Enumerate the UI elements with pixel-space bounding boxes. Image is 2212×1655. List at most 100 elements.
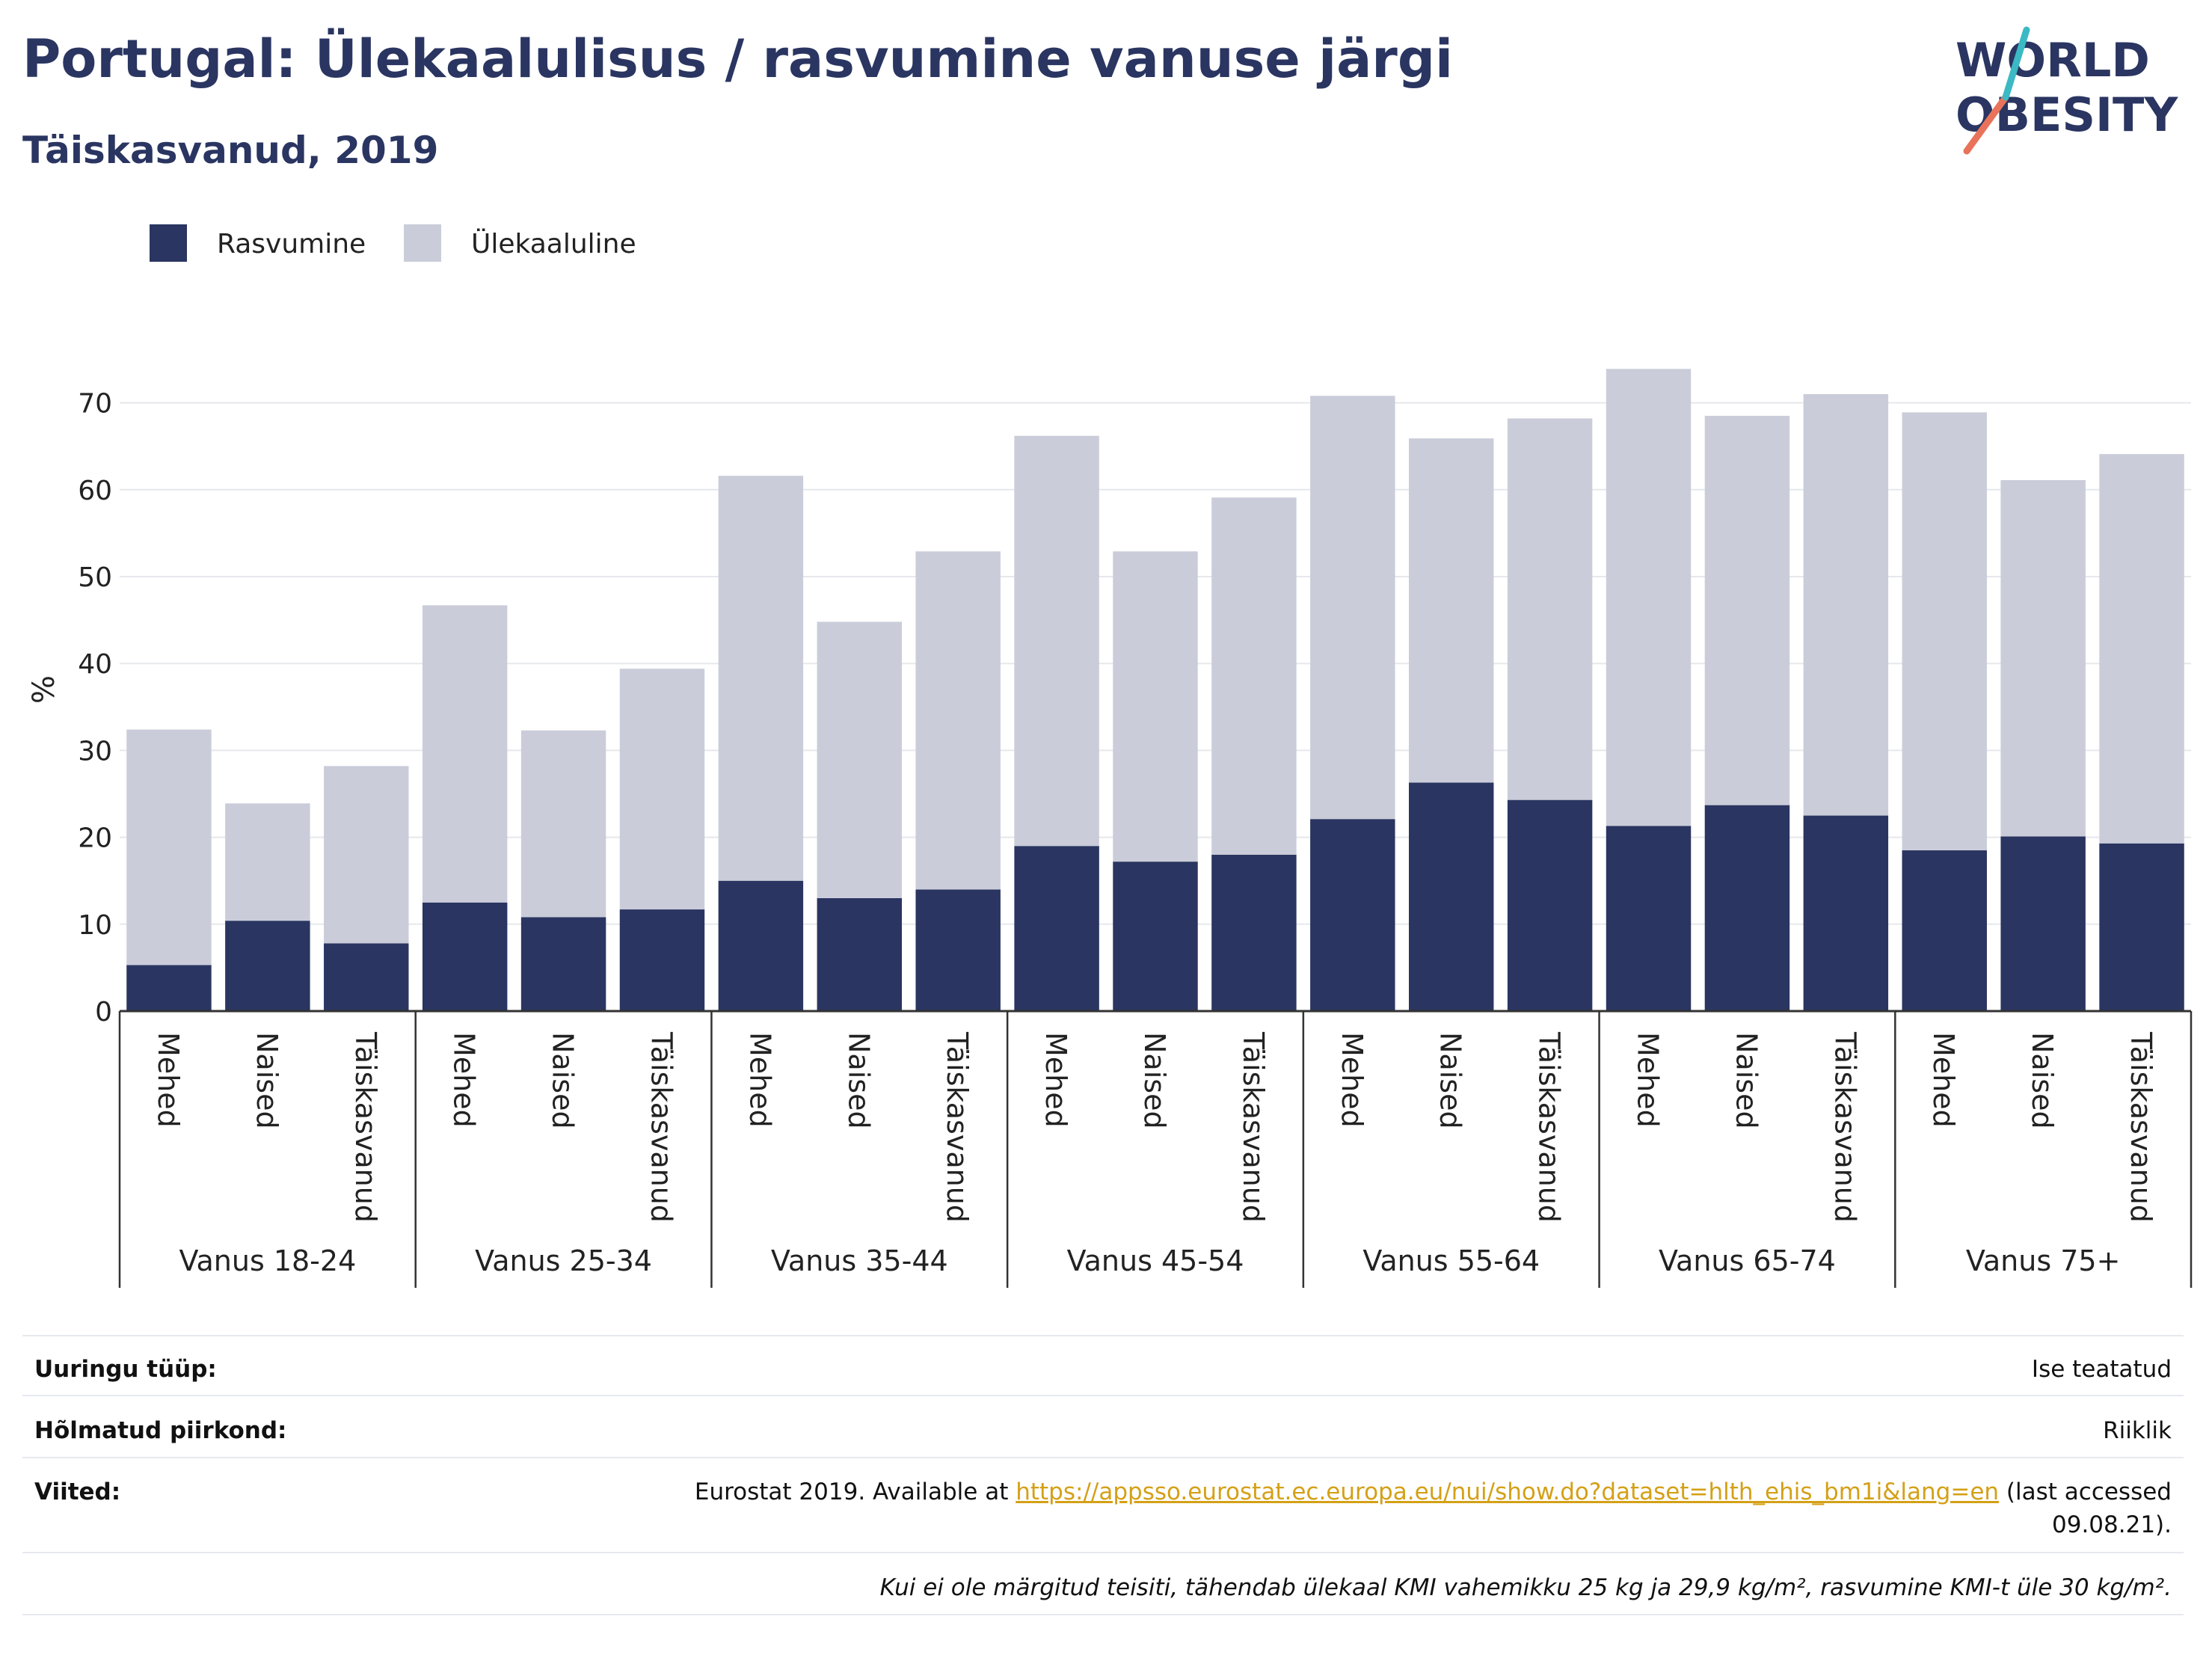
legend-swatch <box>150 224 187 262</box>
x-subcategory-label: Mehed <box>1632 1032 1665 1128</box>
x-subcategory-label: Täiskasvanud <box>1828 1031 1861 1223</box>
region-label: Hõlmatud piirkond: <box>34 1417 287 1444</box>
x-subcategory-label: Täiskasvanud <box>1237 1031 1270 1223</box>
x-subcategory-label: Naised <box>251 1032 283 1129</box>
x-group-label: Vanus 65-74 <box>1659 1244 1836 1277</box>
bar-rasvumine <box>718 880 804 1011</box>
survey-type-label: Uuringu tüüp: <box>34 1356 217 1383</box>
x-subcategory-label: Täiskasvanud <box>941 1031 974 1223</box>
y-tick-label: 30 <box>78 736 112 767</box>
bar-rasvumine <box>1606 826 1692 1011</box>
divider <box>22 1457 2184 1458</box>
divider <box>22 1614 2184 1615</box>
x-subcategory-label: Mehed <box>1039 1032 1072 1128</box>
bar-ulekaaluline <box>422 605 508 903</box>
x-subcategory-label: Naised <box>1434 1032 1467 1129</box>
x-subcategory-label: Täiskasvanud <box>349 1031 382 1223</box>
y-tick-label: 60 <box>78 476 112 506</box>
x-group-label: Vanus 18-24 <box>179 1244 356 1277</box>
bar-ulekaaluline <box>1606 369 1692 826</box>
bar-ulekaaluline <box>1704 416 1790 805</box>
definition-note: Kui ei ole märgitud teisiti, tähendab ül… <box>879 1574 2172 1601</box>
references-date: 09.08.21). <box>2052 1511 2172 1538</box>
bar-ulekaaluline <box>1803 393 1889 816</box>
bar-rasvumine <box>1704 805 1790 1011</box>
x-subcategory-label: Täiskasvanud <box>1533 1031 1566 1223</box>
divider <box>22 1395 2184 1396</box>
x-subcategory-label: Täiskasvanud <box>2125 1031 2157 1223</box>
bar-rasvumine <box>1014 846 1099 1011</box>
bar-ulekaaluline <box>915 551 1001 890</box>
bar-rasvumine <box>1113 862 1198 1011</box>
legend-swatch <box>404 224 441 262</box>
x-subcategory-label: Mehed <box>1336 1032 1368 1128</box>
bar-ulekaaluline <box>619 669 705 910</box>
references-suffix: (last accessed <box>1999 1479 2172 1505</box>
bar-ulekaaluline <box>324 766 409 944</box>
x-group-label: Vanus 45-54 <box>1067 1244 1244 1277</box>
bar-rasvumine <box>915 889 1001 1011</box>
bar-ulekaaluline <box>1014 435 1099 847</box>
svg-text:WORLD: WORLD <box>1956 33 2150 87</box>
y-tick-label: 20 <box>78 823 112 854</box>
bar-rasvumine <box>422 902 508 1011</box>
y-tick-label: 0 <box>95 997 112 1028</box>
y-tick-label: 40 <box>78 649 112 680</box>
x-subcategory-label: Täiskasvanud <box>645 1031 678 1223</box>
legend-label: Rasvumine <box>217 229 366 260</box>
x-subcategory-label: Mehed <box>1927 1032 1960 1128</box>
bar-rasvumine <box>324 943 409 1011</box>
references-value: Eurostat 2019. Available at https://apps… <box>695 1479 2172 1505</box>
x-group-label: Vanus 25-34 <box>475 1244 652 1277</box>
x-subcategory-label: Mehed <box>448 1032 481 1128</box>
x-subcategory-label: Naised <box>1730 1032 1763 1129</box>
bar-ulekaaluline <box>2000 480 2086 837</box>
bar-rasvumine <box>2099 843 2184 1011</box>
bar-ulekaaluline <box>126 729 212 965</box>
x-group-label: Vanus 35-44 <box>771 1244 948 1277</box>
y-tick-label: 50 <box>78 562 112 593</box>
bar-rasvumine <box>520 917 606 1011</box>
references-label: Viited: <box>34 1479 121 1505</box>
stacked-bar-chart: Rasvumine Ülekaaluline 0 10 20 30 40 50 60 70% Meh… <box>27 224 2193 1288</box>
bar-rasvumine <box>1507 799 1593 1011</box>
bar-rasvumine <box>1310 819 1395 1011</box>
references-link[interactable]: https://appsso.eurostat.ec.europa.eu/nui… <box>1016 1479 2000 1505</box>
references-prefix: Eurostat 2019. Available at <box>694 1479 1016 1505</box>
x-group-label: Vanus 55-64 <box>1362 1244 1540 1277</box>
bar-ulekaaluline <box>2099 454 2184 844</box>
legend: Rasvumine Ülekaaluline <box>150 224 636 262</box>
survey-type-value: Ise teatatud <box>2031 1356 2172 1383</box>
x-subcategory-label: Mehed <box>743 1032 776 1128</box>
bar-ulekaaluline <box>1408 438 1494 783</box>
bar-ulekaaluline <box>520 730 606 918</box>
bar-ulekaaluline <box>718 476 804 881</box>
bar-rasvumine <box>1211 854 1297 1011</box>
bar-rasvumine <box>1902 850 1987 1011</box>
bar-rasvumine <box>817 897 903 1011</box>
bar-rasvumine <box>225 921 310 1011</box>
bar-rasvumine <box>1408 782 1494 1011</box>
y-tick-label: 10 <box>78 910 112 941</box>
x-subcategory-label: Mehed <box>152 1032 185 1128</box>
bar-rasvumine <box>2000 836 2086 1011</box>
world-obesity-logo: WORLD OBESITY <box>1956 26 2178 155</box>
bar-ulekaaluline <box>1507 418 1593 800</box>
x-subcategory-label: Naised <box>2026 1032 2059 1129</box>
divider <box>22 1552 2184 1553</box>
region-value: Riiklik <box>2103 1417 2172 1444</box>
bar-rasvumine <box>619 909 705 1011</box>
bar-rasvumine <box>126 965 212 1011</box>
bar-ulekaaluline <box>225 803 310 921</box>
y-tick-label: 70 <box>78 389 112 420</box>
x-subcategory-label: Naised <box>842 1032 875 1129</box>
page-title: Portugal: Ülekaalulisus / rasvumine vanu… <box>22 28 1453 90</box>
bar-rasvumine <box>1803 815 1889 1011</box>
bar-ulekaaluline <box>1902 412 1987 851</box>
bar-ulekaaluline <box>1211 497 1297 855</box>
divider <box>22 1335 2184 1336</box>
bar-ulekaaluline <box>1113 551 1198 862</box>
page-subtitle: Täiskasvanud, 2019 <box>22 129 439 172</box>
legend-label: Ülekaaluline <box>471 228 636 260</box>
bar-ulekaaluline <box>1310 396 1395 820</box>
